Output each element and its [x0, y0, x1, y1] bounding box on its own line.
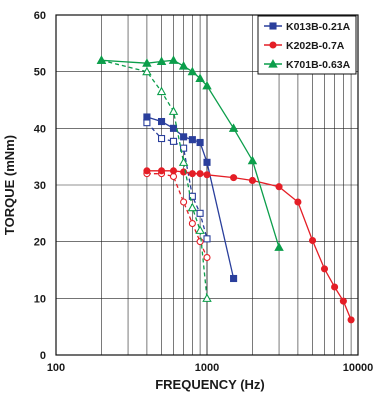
x-tick-label: 100	[47, 362, 65, 374]
series-1-pullin-point	[157, 134, 166, 143]
series-3-pullin-point	[202, 293, 212, 302]
series-2-pullin-point	[180, 198, 188, 206]
x-tick-label: 10000	[343, 362, 374, 374]
series-2	[143, 167, 355, 324]
y-tick-label: 40	[34, 123, 46, 135]
series-1-pullout-point	[169, 124, 178, 132]
series-1-pullout-point	[143, 113, 151, 121]
series-3-pullin-point	[156, 86, 167, 96]
y-tick-label: 30	[34, 180, 46, 192]
series-2-pullin-point	[169, 172, 178, 181]
series-layer	[96, 55, 355, 324]
series-2-pullout-line	[146, 170, 352, 321]
series-3-pullin-point	[178, 157, 189, 166]
series-1-pullin-point	[180, 144, 188, 152]
legend-swatch-marker	[269, 41, 277, 49]
legend-label: K202B-0.7A	[286, 40, 345, 52]
series-3-pullout-point	[202, 80, 212, 90]
legend-label: K013B-0.21A	[286, 21, 351, 33]
series-1-pullout-point	[203, 158, 211, 166]
series-3-pullin-point	[142, 66, 152, 76]
y-tick-label: 0	[40, 350, 46, 362]
series-2-pullout-point	[230, 174, 238, 182]
series-2-pullout-point	[196, 170, 204, 178]
y-tick-label: 10	[34, 293, 46, 305]
series-3	[96, 55, 284, 302]
series-3-pullout-point	[142, 58, 152, 67]
tick-labels: 0 10 20 30 40 50 60 100 1000 10000	[34, 10, 374, 374]
series-1-pullout-point	[196, 138, 204, 147]
series-2-pullout-point	[347, 316, 355, 324]
y-tick-label: 50	[34, 67, 46, 79]
series-1-pullin-point	[196, 209, 204, 217]
series-1-pullin-point	[169, 137, 178, 145]
legend-label: K701B-0.63A	[286, 59, 351, 71]
series-3-pullin-point	[187, 202, 198, 212]
series-1-pullout-point	[230, 274, 238, 283]
series-1-pullout-point	[157, 117, 166, 126]
series-2-pullout-point	[331, 283, 339, 291]
series-1-pullout-point	[188, 136, 196, 144]
series-3-pullout-point	[187, 66, 198, 76]
series-1	[143, 113, 238, 283]
series-2-pullout-point	[203, 171, 211, 179]
series-3-pullout-point	[96, 55, 107, 64]
series-3-pullout-point	[274, 242, 284, 251]
x-axis-title: FREQUENCY (Hz)	[155, 377, 265, 392]
series-3-pullout-point	[228, 123, 239, 132]
grid	[55, 14, 358, 356]
series-1-pullin-point	[143, 119, 151, 127]
y-axis-title: TORQUE (mNm)	[2, 135, 17, 235]
series-3-pullin-point	[195, 225, 205, 234]
y-tick-label: 60	[34, 10, 46, 22]
series-3-pullin-point	[168, 106, 179, 115]
series-2-pullin-point	[203, 253, 211, 262]
series-2-pullout-point	[169, 167, 178, 175]
series-3-pullin-line	[101, 59, 208, 299]
series-2-pullout-point	[294, 198, 302, 206]
series-3-pullout-point	[156, 56, 167, 66]
series-2-pullout-point	[308, 236, 317, 245]
x-tick-label: 1000	[195, 362, 219, 374]
series-1-pullin-point	[188, 192, 196, 200]
series-2-pullin-point	[188, 219, 196, 228]
series-2-pullout-point	[275, 183, 283, 191]
y-tick-label: 20	[34, 237, 46, 249]
series-2-pullout-point	[248, 176, 257, 185]
series-2-pullout-point	[320, 265, 329, 273]
series-3-pullout-point	[247, 155, 258, 165]
series-2-pullout-point	[339, 297, 347, 305]
series-2-pullin-point	[196, 238, 204, 246]
series-3-pullout-point	[195, 73, 205, 83]
series-1-pullout-point	[180, 133, 188, 141]
series-3-pullout-point	[168, 55, 179, 64]
legend-swatch-marker	[268, 59, 278, 68]
legend: K013B-0.21A K202B-0.7A K701B-0.63A	[257, 15, 357, 75]
series-3-pullout-point	[178, 61, 189, 70]
series-1-pullin-point	[203, 235, 211, 243]
series-2-pullout-point	[143, 167, 151, 175]
legend-swatch-marker	[269, 22, 277, 30]
series-2-pullout-point	[157, 167, 166, 175]
plot-frame	[55, 14, 359, 356]
series-2-pullout-point	[188, 170, 196, 178]
